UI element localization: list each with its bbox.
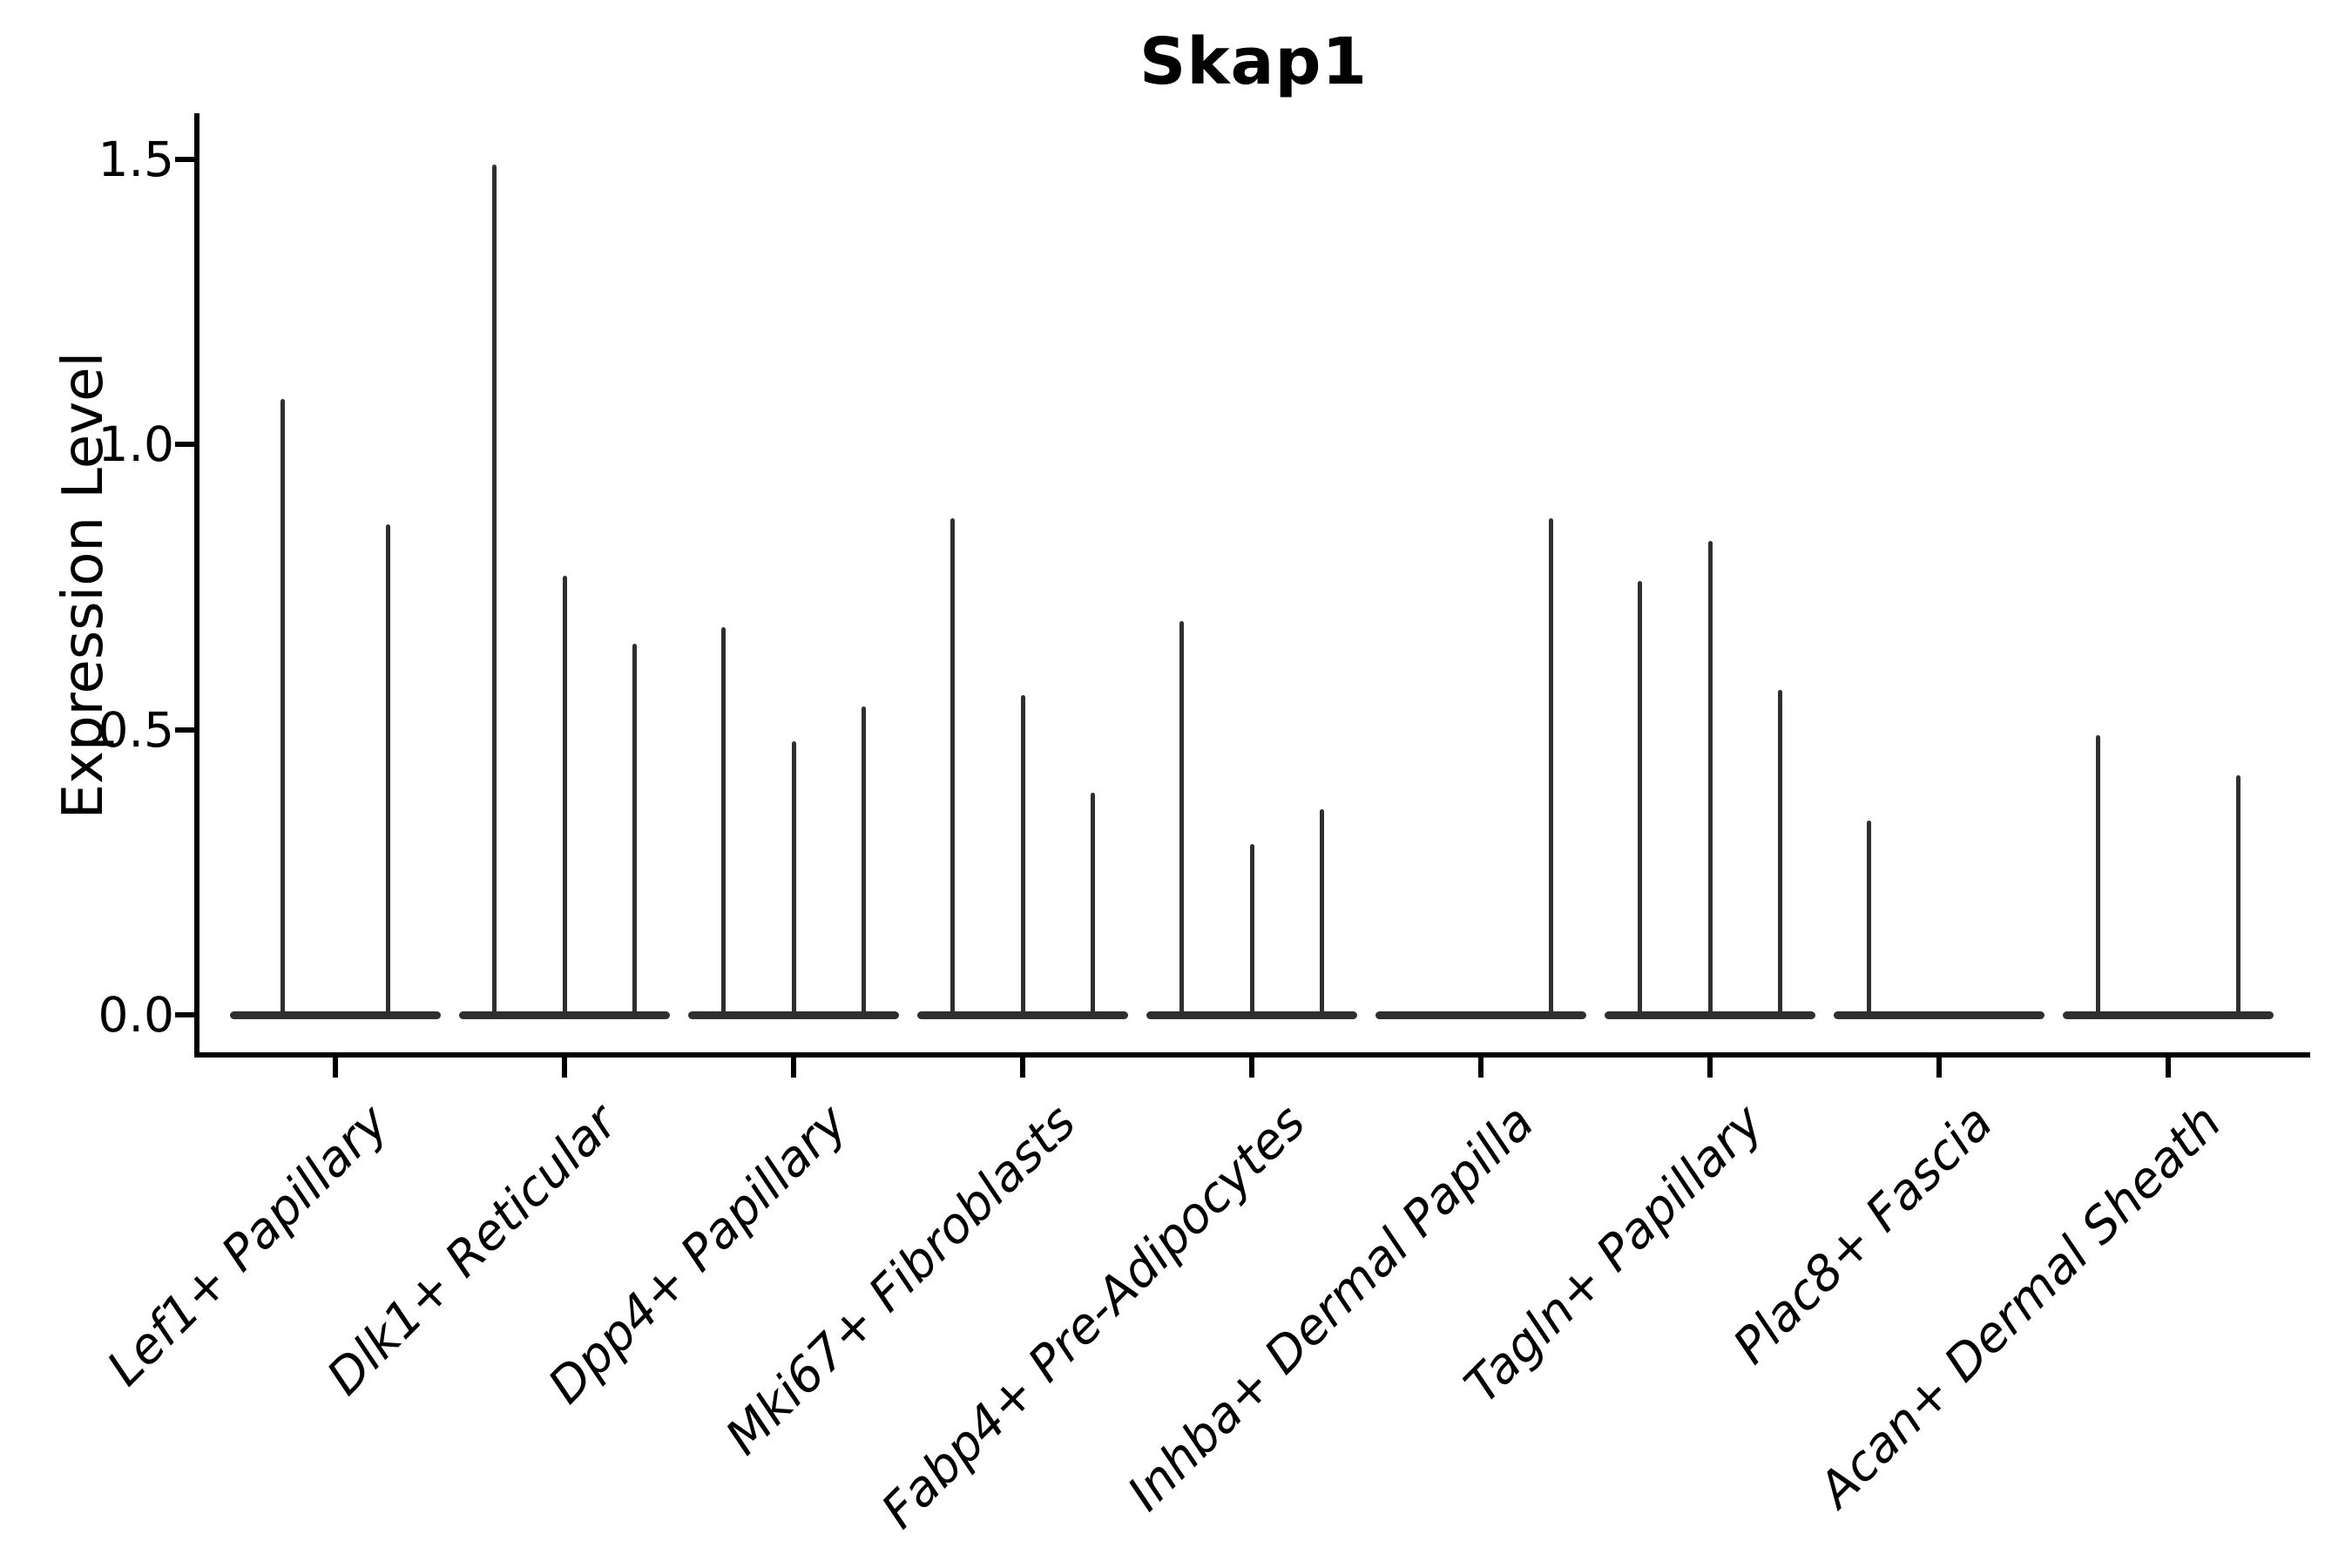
x-tick-mark bbox=[791, 1058, 796, 1078]
violin-spike bbox=[1249, 843, 1254, 1019]
violin-spike bbox=[1320, 809, 1325, 1019]
y-tick-label: 0.5 bbox=[98, 701, 174, 758]
x-tick-label: Acan+ Dermal Sheath bbox=[1808, 1094, 2233, 1518]
x-tick-mark bbox=[1707, 1058, 1713, 1078]
violin-spike bbox=[1549, 518, 1554, 1019]
x-tick-mark bbox=[1936, 1058, 1942, 1078]
x-tick-label: Fabp4+ Pre-Adipocytes bbox=[870, 1094, 1316, 1540]
x-axis-spine bbox=[194, 1052, 2310, 1058]
x-tick-mark bbox=[333, 1058, 338, 1078]
violin-spike bbox=[720, 626, 726, 1019]
x-tick-mark bbox=[562, 1058, 567, 1078]
violin-spike bbox=[2236, 774, 2241, 1019]
violin-spike bbox=[562, 575, 567, 1019]
violin-spike bbox=[1637, 581, 1642, 1019]
x-tick-mark bbox=[1020, 1058, 1025, 1078]
y-tick-mark bbox=[175, 727, 194, 733]
violin-base bbox=[1375, 1010, 1586, 1019]
y-tick-mark bbox=[175, 1012, 194, 1017]
violin-spike bbox=[1020, 695, 1025, 1019]
y-tick-label: 0.0 bbox=[98, 987, 174, 1043]
violin-spike bbox=[632, 644, 638, 1019]
violin-spike bbox=[1707, 541, 1713, 1019]
violin-spike bbox=[862, 706, 867, 1019]
violin-spike bbox=[1778, 689, 1783, 1019]
violin-base bbox=[230, 1010, 441, 1019]
violin-spike bbox=[280, 398, 285, 1019]
x-tick-label: Inhba+ Dermal Papilla bbox=[1117, 1094, 1545, 1523]
violin-base bbox=[1834, 1010, 2044, 1019]
y-tick-label: 1.5 bbox=[98, 131, 174, 187]
chart-title: Skap1 bbox=[1139, 24, 1368, 99]
violin-spike bbox=[791, 740, 796, 1019]
x-tick-mark bbox=[2166, 1058, 2171, 1078]
violin-spike bbox=[1179, 621, 1184, 1019]
y-tick-mark bbox=[175, 442, 194, 447]
violin-spike bbox=[1866, 821, 1871, 1019]
y-tick-label: 1.0 bbox=[98, 416, 174, 472]
y-tick-mark bbox=[175, 156, 194, 162]
x-tick-mark bbox=[1478, 1058, 1484, 1078]
y-axis-spine bbox=[194, 113, 199, 1058]
violin-spike bbox=[950, 518, 955, 1019]
x-tick-mark bbox=[1249, 1058, 1254, 1078]
violin-spike bbox=[1091, 792, 1096, 1019]
violin-spike bbox=[386, 524, 390, 1019]
violin-spike bbox=[491, 165, 497, 1019]
violin-spike bbox=[2095, 735, 2100, 1019]
violin-base bbox=[2063, 1010, 2274, 1019]
